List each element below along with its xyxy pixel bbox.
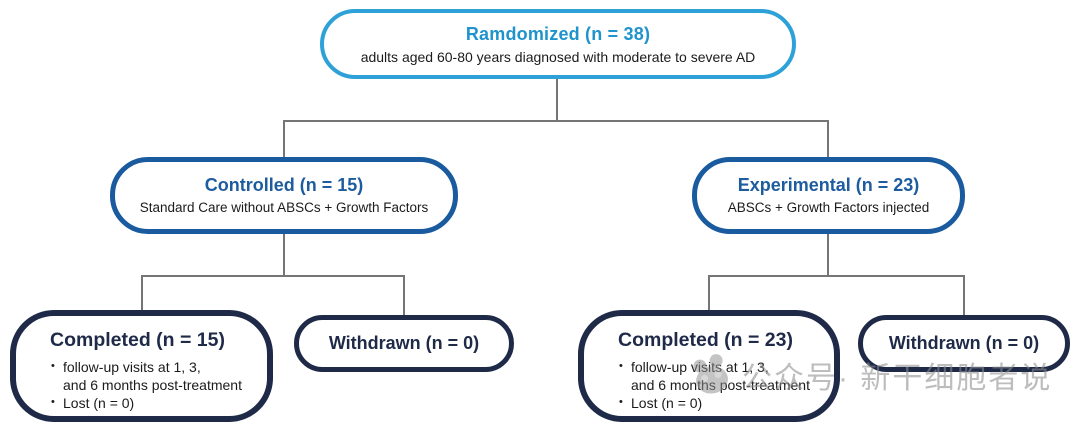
experimental-completed-bullets: follow-up visits at 1, 3, and 6 months p… xyxy=(618,358,822,413)
controlled-completed-title: Completed (n = 15) xyxy=(50,329,225,351)
connector-line xyxy=(283,234,285,276)
randomized-subtitle: adults aged 60-80 years diagnosed with m… xyxy=(360,49,756,65)
node-controlled-withdrawn: Withdrawn (n = 0) xyxy=(294,315,514,372)
connector-line xyxy=(283,120,285,158)
node-randomized: Ramdomized (n = 38) adults aged 60-80 ye… xyxy=(320,9,796,79)
connector-line xyxy=(708,275,965,277)
randomized-title: Ramdomized (n = 38) xyxy=(465,24,651,44)
experimental-title: Experimental (n = 23) xyxy=(737,175,920,195)
controlled-withdrawn-title: Withdrawn (n = 0) xyxy=(328,333,480,353)
connector-line xyxy=(141,275,143,313)
connector-line xyxy=(963,275,965,317)
connector-line xyxy=(403,275,405,317)
controlled-subtitle: Standard Care without ABSCs + Growth Fac… xyxy=(139,200,429,215)
controlled-completed-bullets: follow-up visits at 1, 3, and 6 months p… xyxy=(50,358,255,413)
bullet-item: follow-up visits at 1, 3, and 6 months p… xyxy=(50,358,255,394)
node-experimental-withdrawn: Withdrawn (n = 0) xyxy=(858,315,1070,372)
connector-line xyxy=(827,120,829,158)
connector-line xyxy=(283,120,829,122)
experimental-subtitle: ABSCs + Growth Factors injected xyxy=(727,200,930,215)
node-controlled-completed: Completed (n = 15) follow-up visits at 1… xyxy=(10,310,273,422)
controlled-title: Controlled (n = 15) xyxy=(204,175,364,195)
bullet-item: Lost (n = 0) xyxy=(618,394,822,412)
bullet-item: Lost (n = 0) xyxy=(50,394,255,412)
experimental-withdrawn-title: Withdrawn (n = 0) xyxy=(888,333,1040,353)
connector-line xyxy=(827,234,829,276)
bullet-item: follow-up visits at 1, 3, and 6 months p… xyxy=(618,358,822,394)
connector-line xyxy=(556,79,558,121)
connector-line xyxy=(141,275,405,277)
node-experimental-completed: Completed (n = 23) follow-up visits at 1… xyxy=(578,310,840,422)
node-experimental: Experimental (n = 23) ABSCs + Growth Fac… xyxy=(692,157,965,234)
connector-line xyxy=(708,275,710,313)
node-controlled: Controlled (n = 15) Standard Care withou… xyxy=(110,157,458,234)
experimental-completed-title: Completed (n = 23) xyxy=(618,329,793,351)
